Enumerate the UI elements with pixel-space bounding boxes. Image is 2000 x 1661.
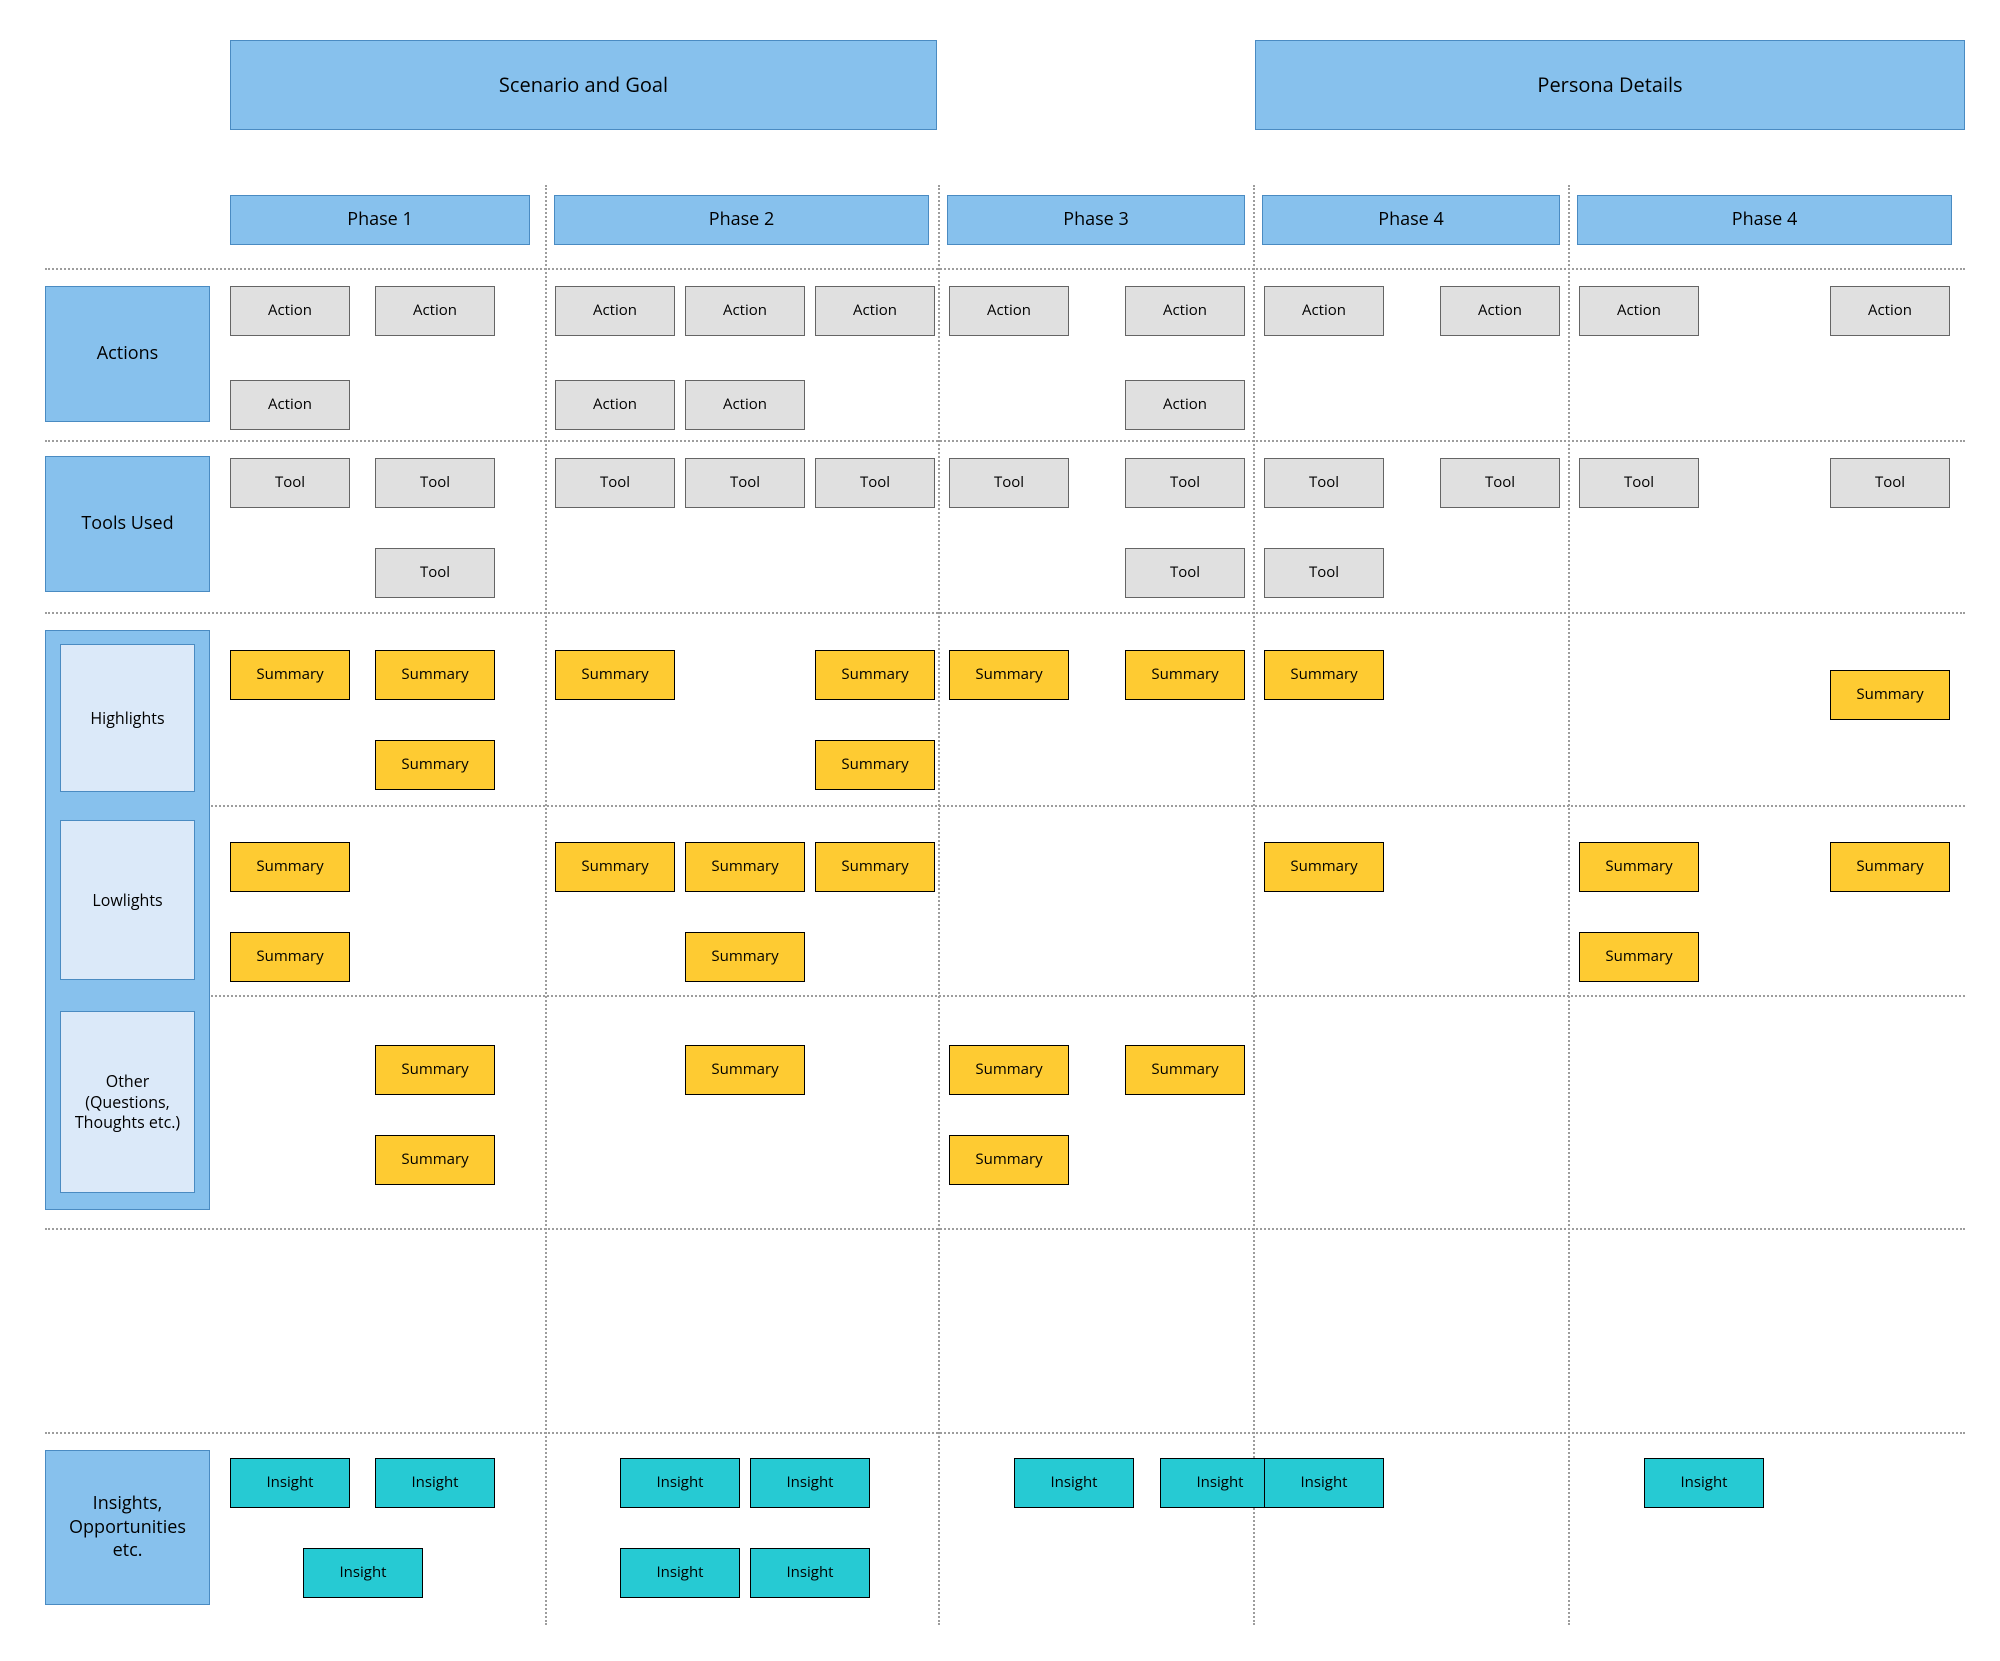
phase-2: Phase 2 [554, 195, 929, 245]
insights-card: Insight [620, 1458, 740, 1508]
highlights-card: Summary [1830, 670, 1950, 720]
insights-card: Insight [1160, 1458, 1280, 1508]
lowlights-card: Summary [815, 842, 935, 892]
actions-card: Action [1440, 286, 1560, 336]
lowlights-card: Summary [1579, 842, 1699, 892]
highlights-label: Highlights [60, 644, 195, 792]
highlights-card: Summary [375, 740, 495, 790]
separator-line [45, 440, 1965, 442]
other-card: Summary [685, 1045, 805, 1095]
lowlights-card: Summary [230, 932, 350, 982]
highlights-card: Summary [815, 650, 935, 700]
actions-card: Action [555, 380, 675, 430]
actions-card: Action [685, 380, 805, 430]
persona-details: Persona Details [1255, 40, 1965, 130]
tools-card: Tool [949, 458, 1069, 508]
tools-card: Tool [1440, 458, 1560, 508]
separator-line [1253, 185, 1255, 1625]
tools-card: Tool [1830, 458, 1950, 508]
separator-line [45, 1228, 1965, 1230]
actions-label: Actions [45, 286, 210, 422]
insights-card: Insight [1014, 1458, 1134, 1508]
lowlights-card: Summary [1830, 842, 1950, 892]
insights-card: Insight [750, 1458, 870, 1508]
actions-card: Action [375, 286, 495, 336]
other-card: Summary [375, 1135, 495, 1185]
lowlights-card: Summary [1264, 842, 1384, 892]
tools-card: Tool [1264, 548, 1384, 598]
tools-card: Tool [1125, 458, 1245, 508]
other-card: Summary [949, 1045, 1069, 1095]
lowlights-card: Summary [685, 932, 805, 982]
separator-line [1568, 185, 1570, 1625]
tools-card: Tool [685, 458, 805, 508]
separator-line [60, 805, 1965, 807]
lowlights-card: Summary [555, 842, 675, 892]
tools-label: Tools Used [45, 456, 210, 592]
lowlights-card: Summary [685, 842, 805, 892]
separator-line [45, 1432, 1965, 1434]
insights-card: Insight [1644, 1458, 1764, 1508]
actions-card: Action [815, 286, 935, 336]
insights-card: Insight [303, 1548, 423, 1598]
separator-line [938, 185, 940, 1625]
phase-5: Phase 4 [1577, 195, 1952, 245]
lowlights-card: Summary [1579, 932, 1699, 982]
phase-3: Phase 3 [947, 195, 1245, 245]
highlights-card: Summary [1264, 650, 1384, 700]
highlights-card: Summary [949, 650, 1069, 700]
scenario-goal: Scenario and Goal [230, 40, 937, 130]
actions-card: Action [555, 286, 675, 336]
tools-card: Tool [230, 458, 350, 508]
separator-line [45, 612, 1965, 614]
actions-card: Action [685, 286, 805, 336]
actions-card: Action [1125, 380, 1245, 430]
other-label: Other (Questions, Thoughts etc.) [60, 1011, 195, 1193]
tools-card: Tool [555, 458, 675, 508]
actions-card: Action [1264, 286, 1384, 336]
insights-card: Insight [230, 1458, 350, 1508]
other-card: Summary [1125, 1045, 1245, 1095]
lowlights-card: Summary [230, 842, 350, 892]
tools-card: Tool [1264, 458, 1384, 508]
other-card: Summary [949, 1135, 1069, 1185]
insights-card: Insight [1264, 1458, 1384, 1508]
phase-4: Phase 4 [1262, 195, 1560, 245]
insights-label: Insights, Opportunities etc. [45, 1450, 210, 1605]
highlights-card: Summary [1125, 650, 1245, 700]
insights-card: Insight [750, 1548, 870, 1598]
highlights-card: Summary [555, 650, 675, 700]
actions-card: Action [1579, 286, 1699, 336]
actions-card: Action [230, 380, 350, 430]
tools-card: Tool [375, 548, 495, 598]
tools-card: Tool [1579, 458, 1699, 508]
journey-map-canvas: Scenario and Goal Persona Details Phase 1 P… [30, 30, 1970, 1631]
actions-card: Action [1830, 286, 1950, 336]
insights-card: Insight [375, 1458, 495, 1508]
highlights-card: Summary [230, 650, 350, 700]
tools-card: Tool [815, 458, 935, 508]
other-card: Summary [375, 1045, 495, 1095]
tools-card: Tool [375, 458, 495, 508]
separator-line [545, 185, 547, 1625]
tools-card: Tool [1125, 548, 1245, 598]
actions-card: Action [949, 286, 1069, 336]
separator-line [60, 995, 1965, 997]
phase-1: Phase 1 [230, 195, 530, 245]
highlights-card: Summary [815, 740, 935, 790]
actions-card: Action [1125, 286, 1245, 336]
separator-line [45, 268, 1965, 270]
lowlights-label: Lowlights [60, 820, 195, 980]
highlights-card: Summary [375, 650, 495, 700]
actions-card: Action [230, 286, 350, 336]
insights-card: Insight [620, 1548, 740, 1598]
